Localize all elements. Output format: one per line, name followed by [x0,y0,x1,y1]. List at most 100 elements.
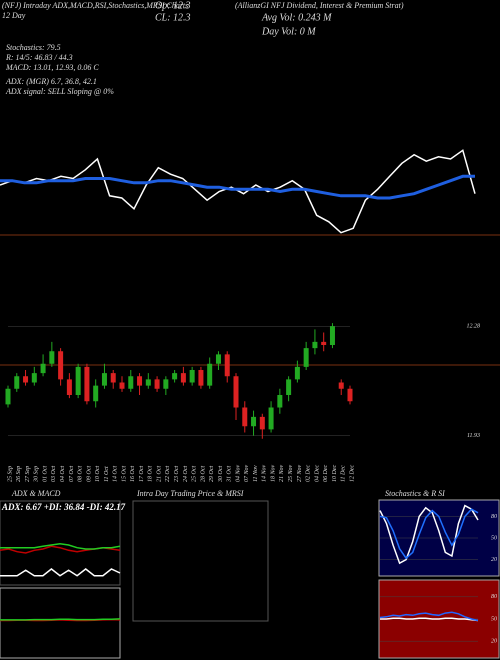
candle-body [329,326,335,345]
candle-body [172,373,178,380]
candle-body [110,373,116,383]
date-label: 04 Dec [313,465,320,482]
candle-body [101,373,107,386]
panel-title: Stochastics & R SI [385,489,445,498]
macd-panel [0,587,121,659]
date-label: 04 Nov [234,464,241,482]
date-label: 21 Nov [279,464,285,482]
date-label: 27 Sep [25,466,31,482]
candle-body [259,416,265,430]
date-label: 12 Dec [349,465,355,482]
candle-body [180,373,186,383]
panel-subtitle: ADX: 6.67 +DI: 36.84 -DI: 42.17 [1,502,126,512]
close: CL: 12.3 [155,12,191,23]
candle-body [251,416,257,427]
indicator-line [0,149,476,234]
candle-body [268,407,274,430]
intraday-title: Intra Day Trading Price & MRSI [136,489,244,498]
y-tick-label: 80 [491,514,497,520]
y-tick-label: 50 [491,616,497,622]
candle-body [233,376,239,408]
date-label: 10 Dec [332,465,338,482]
indicator-line [380,617,479,622]
day: 12 Day [2,11,26,20]
stat: ADX signal: SELL Sloping @ 0% [5,87,114,96]
candle-body [40,363,46,374]
candle-body [14,376,20,389]
candle-body [119,382,125,389]
date-label: 21 Oct [156,466,162,482]
date-label: 25 Oct [192,466,198,482]
candle-body [49,351,55,364]
y-tick-label: 50 [491,535,497,541]
date-label: 09 Oct [86,466,92,482]
date-label: 17 Oct [139,466,145,482]
date-label: 30 Oct [218,466,224,483]
candle-body [224,354,230,377]
candle-body [66,379,72,395]
date-label: 31 Oct [227,466,233,483]
candle-body [189,370,195,383]
date-label: 30 Sep [34,466,40,483]
symbol: (NFJ) Intraday ADX,MACD,RSI,Stochastics,… [2,1,188,10]
date-label: 08 Oct [78,466,84,482]
stat: MACD: 13.01, 12.93, 0.06 C [5,63,99,72]
candle-body [215,354,221,364]
indicator-line [379,611,479,622]
indicator-line [0,542,121,550]
day-vol: Day Vol: 0 M [261,26,316,37]
indicator-line [379,504,479,565]
candle-body [75,366,81,395]
date-label: 23 Oct [174,466,180,482]
date-label: 27 Nov [297,464,303,482]
date-label: 11 Dec [341,465,347,482]
date-label: 16 Oct [130,466,136,482]
date-label: 18 Nov [270,464,276,482]
date-label: 03 Oct [51,466,57,482]
date-label: 02 Dec [306,465,312,482]
date-label: 25 Nov [288,464,294,482]
date-label: 22 Oct [165,466,171,482]
candle-body [242,407,248,427]
date-label: 06 Dec [323,465,329,482]
y-tick-label: 11.93 [467,433,480,439]
candle-body [303,348,309,367]
candle-body [207,363,213,386]
panel-title: ADX & MACD [11,489,61,498]
candle-body [23,376,29,383]
stat: R: 14/5: 46.83 / 44.3 [5,53,73,62]
candle-body [128,376,134,389]
date-label: 11 Oct [104,466,110,482]
date-label: 14 Oct [112,466,119,482]
adx-panel [0,500,121,586]
candle-body [31,373,37,383]
date-label: 14 Nov [261,464,268,482]
indicator-line [0,568,121,577]
date-label: 15 Oct [121,466,127,482]
indicator-line [0,618,121,621]
candle-body [93,385,99,402]
candle-body [277,395,283,408]
company: (AllianzGI NFJ Dividend, Interest & Prem… [235,1,404,10]
indicator-line [379,508,479,560]
date-label: 07 Nov [244,464,250,482]
y-tick-label: 20 [491,557,497,563]
candle-body [84,366,90,402]
candle-body [286,379,292,395]
date-label: 11 Nov [253,465,259,482]
date-label: 10 Oct [95,466,101,482]
date-label: 26 Sep [16,466,22,482]
candle-body [145,379,151,386]
candle-body [198,370,204,386]
date-label: 24 Oct [182,466,189,482]
intraday-panel [132,500,269,622]
candle-body [5,388,11,405]
candle-body [137,376,143,386]
candle-body [58,351,64,380]
date-label: 18 Oct [148,466,154,482]
y-tick-label: 80 [491,594,497,600]
candle-body [312,341,318,349]
date-label: 07 Oct [69,466,75,482]
stat: Stochastics: 79.5 [6,43,61,52]
